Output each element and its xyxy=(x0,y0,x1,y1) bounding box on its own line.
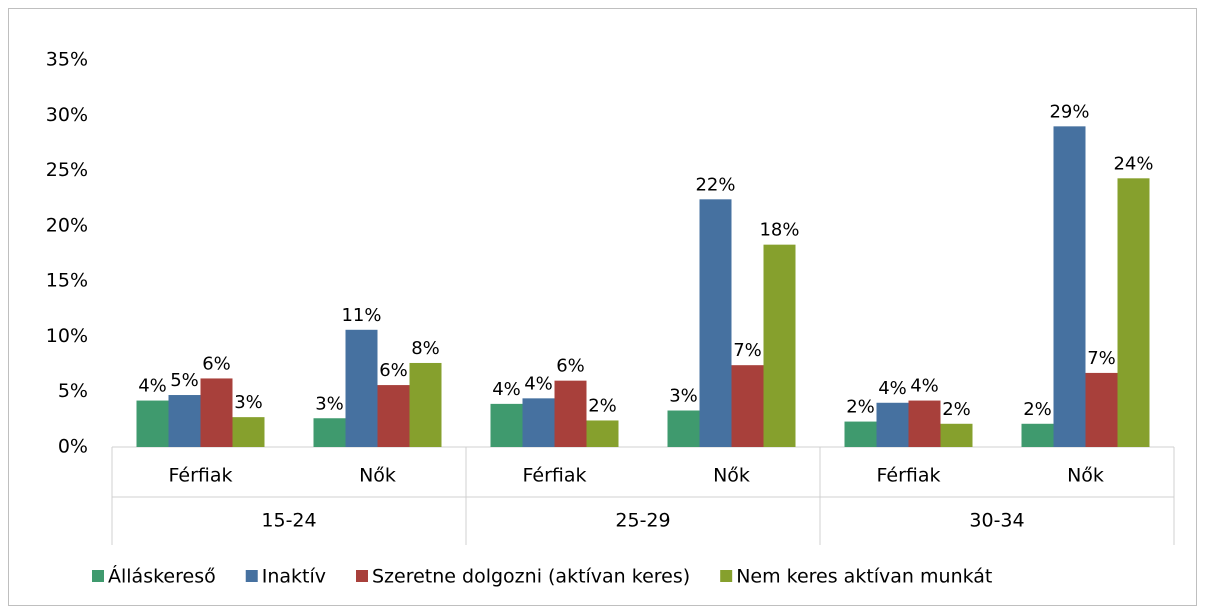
chart-frame xyxy=(8,8,1197,606)
bar xyxy=(522,398,555,447)
data-label: 2% xyxy=(588,395,617,416)
x-tick-label: Nők xyxy=(1067,465,1104,487)
group-label: 15-24 xyxy=(261,510,316,532)
y-tick-label: 35% xyxy=(46,49,88,71)
data-label: 4% xyxy=(910,376,939,397)
data-label: 8% xyxy=(411,338,440,359)
data-label: 4% xyxy=(492,379,521,400)
data-label: 3% xyxy=(234,392,263,413)
data-label: 22% xyxy=(695,174,735,195)
bar xyxy=(699,199,732,447)
bar xyxy=(876,402,909,447)
bar xyxy=(1085,372,1118,447)
data-label: 2% xyxy=(846,397,875,418)
y-tick-label: 15% xyxy=(46,270,88,292)
data-label: 4% xyxy=(138,376,167,397)
legend-label: Nem keres aktívan munkát xyxy=(736,566,992,588)
bar xyxy=(345,329,378,447)
x-tick-label: Nők xyxy=(359,465,396,487)
bar xyxy=(232,417,265,447)
bar xyxy=(136,400,169,447)
legend-swatch xyxy=(92,570,104,582)
bar xyxy=(313,418,346,447)
y-tick-label: 0% xyxy=(58,436,88,458)
data-label: 3% xyxy=(669,386,698,407)
data-label: 6% xyxy=(379,360,408,381)
y-tick-label: 10% xyxy=(46,325,88,347)
x-tick-label: Férfiak xyxy=(876,465,940,487)
bar xyxy=(377,385,410,447)
bar xyxy=(200,378,233,447)
data-label: 5% xyxy=(170,370,199,391)
legend-label: Inaktív xyxy=(262,566,326,588)
bar xyxy=(586,420,619,447)
data-label: 2% xyxy=(1023,399,1052,420)
group-label: 25-29 xyxy=(615,510,670,532)
bar xyxy=(554,380,587,447)
x-tick-label: Férfiak xyxy=(168,465,232,487)
bar xyxy=(1117,178,1150,447)
legend-swatch xyxy=(356,570,368,582)
legend-swatch xyxy=(245,570,258,582)
bar xyxy=(731,365,764,447)
legend-swatch xyxy=(720,570,733,582)
data-label: 29% xyxy=(1049,101,1089,122)
data-label: 11% xyxy=(341,305,381,326)
bar xyxy=(667,410,700,447)
data-label: 3% xyxy=(315,393,344,414)
data-label: 7% xyxy=(1087,348,1116,369)
bar xyxy=(1021,423,1054,447)
group-label: 30-34 xyxy=(969,510,1024,532)
legend-label: Álláskereső xyxy=(108,565,216,588)
data-label: 4% xyxy=(878,378,907,399)
data-label: 6% xyxy=(202,353,231,374)
bar xyxy=(844,421,877,447)
y-tick-label: 30% xyxy=(46,104,88,126)
data-label: 2% xyxy=(942,399,971,420)
x-tick-label: Férfiak xyxy=(522,465,586,487)
bar xyxy=(763,244,796,447)
data-label: 24% xyxy=(1113,153,1153,174)
data-label: 7% xyxy=(733,340,762,361)
bar xyxy=(940,423,973,447)
bar xyxy=(1053,126,1086,447)
data-label: 4% xyxy=(524,373,553,394)
data-label: 18% xyxy=(759,220,799,241)
bar xyxy=(908,400,941,447)
bar xyxy=(409,362,442,447)
y-tick-label: 5% xyxy=(58,380,88,402)
data-label: 6% xyxy=(556,356,585,377)
y-tick-label: 25% xyxy=(46,159,88,181)
x-tick-label: Nők xyxy=(713,465,750,487)
y-tick-label: 20% xyxy=(46,214,88,236)
bar xyxy=(168,395,201,447)
bar xyxy=(490,403,523,447)
legend-label: Szeretne dolgozni (aktívan keres) xyxy=(372,566,690,588)
